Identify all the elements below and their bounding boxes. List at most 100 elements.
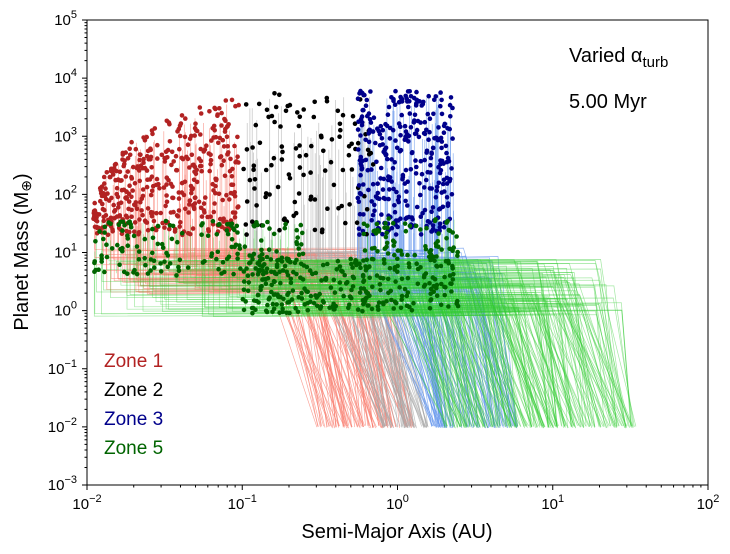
planet-point (283, 221, 288, 227)
planet-point (167, 223, 173, 228)
planet-point (442, 274, 447, 280)
planet-point (375, 190, 381, 196)
planet-point (350, 265, 355, 270)
evolution-track (316, 130, 415, 427)
planet-point (150, 131, 155, 137)
evolution-track (183, 232, 497, 428)
planet-point (412, 252, 418, 258)
planet-point (241, 279, 247, 284)
planet-point (425, 219, 431, 224)
planet-point (118, 200, 124, 205)
y-axis-label: Planet Mass (M⊕) (11, 173, 34, 330)
evolution-track (272, 233, 567, 427)
planet-point (264, 254, 270, 260)
evolution-track (341, 294, 550, 428)
planet-point (245, 288, 251, 294)
planet-point (298, 275, 303, 281)
planet-point (428, 170, 433, 175)
planet-point (366, 187, 371, 193)
planet-point (380, 142, 386, 147)
planet-point (124, 195, 129, 200)
planet-point (241, 287, 247, 293)
planet-point (251, 163, 257, 168)
planet-point (331, 277, 337, 283)
evolution-track (142, 223, 581, 428)
planet-point (105, 191, 110, 196)
evolution-track (337, 261, 554, 427)
planet-point (332, 290, 338, 295)
evolution-track (196, 255, 466, 428)
planet-point (410, 150, 415, 155)
planet-point (443, 143, 449, 149)
evolution-track (101, 251, 616, 428)
planet-point (363, 137, 369, 143)
planet-point (201, 149, 206, 154)
evolution-track (387, 308, 529, 426)
evolution-track (108, 261, 535, 426)
planet-point (165, 264, 170, 270)
planet-point (164, 182, 169, 187)
planet-point (367, 127, 373, 133)
planet-point (421, 284, 427, 289)
evolution-track (253, 276, 627, 428)
planet-point (364, 290, 369, 296)
planet-point (358, 265, 363, 271)
evolution-track (312, 167, 385, 427)
planet-point (279, 157, 285, 162)
planet-point (399, 252, 405, 257)
planet-point (365, 223, 370, 228)
planet-point (296, 123, 302, 129)
planet-point (294, 271, 299, 277)
planet-point (288, 276, 294, 282)
planet-point (345, 279, 350, 285)
planet-point (243, 102, 249, 107)
evolution-track (129, 245, 500, 426)
planet-point (379, 212, 384, 217)
planet-point (143, 262, 148, 268)
planet-point (449, 192, 455, 197)
evolution-track (414, 229, 446, 427)
planet-point (417, 181, 422, 186)
planet-point (138, 163, 144, 168)
planet-point (185, 142, 191, 147)
planet-point (394, 189, 399, 195)
evolution-track (395, 276, 465, 427)
planet-point (209, 251, 215, 256)
planet-point (221, 144, 227, 149)
planet-point (366, 139, 372, 145)
planet-point (372, 208, 377, 214)
planet-point (426, 93, 432, 99)
planet-point (419, 171, 425, 177)
planet-point (214, 176, 219, 182)
y-tick-label: 102 (54, 183, 77, 203)
planet-point (293, 146, 299, 151)
evolution-track (421, 294, 626, 426)
planet-point (396, 194, 402, 199)
evolution-track (225, 228, 618, 428)
planet-point (328, 285, 334, 290)
planet-point (384, 244, 389, 250)
evolution-track (269, 98, 410, 428)
planet-point (361, 231, 367, 237)
planet-point (244, 147, 250, 152)
evolution-track (274, 265, 462, 427)
evolution-track (236, 247, 460, 428)
planet-point (164, 118, 170, 124)
planet-point (224, 124, 230, 130)
evolution-track (455, 260, 494, 428)
planet-point (427, 129, 432, 135)
planet-point (413, 171, 419, 176)
planet-point (301, 107, 307, 112)
planet-point (348, 256, 354, 262)
evolution-track (281, 270, 625, 426)
planet-point (450, 277, 456, 282)
planet-point (125, 243, 131, 248)
planet-point (132, 220, 138, 225)
planet-point (127, 146, 132, 152)
planet-point (408, 125, 414, 130)
evolution-track (454, 298, 558, 428)
planet-point (365, 167, 371, 173)
evolution-track (201, 221, 511, 427)
planet-point (304, 289, 309, 294)
planet-point (123, 174, 129, 179)
